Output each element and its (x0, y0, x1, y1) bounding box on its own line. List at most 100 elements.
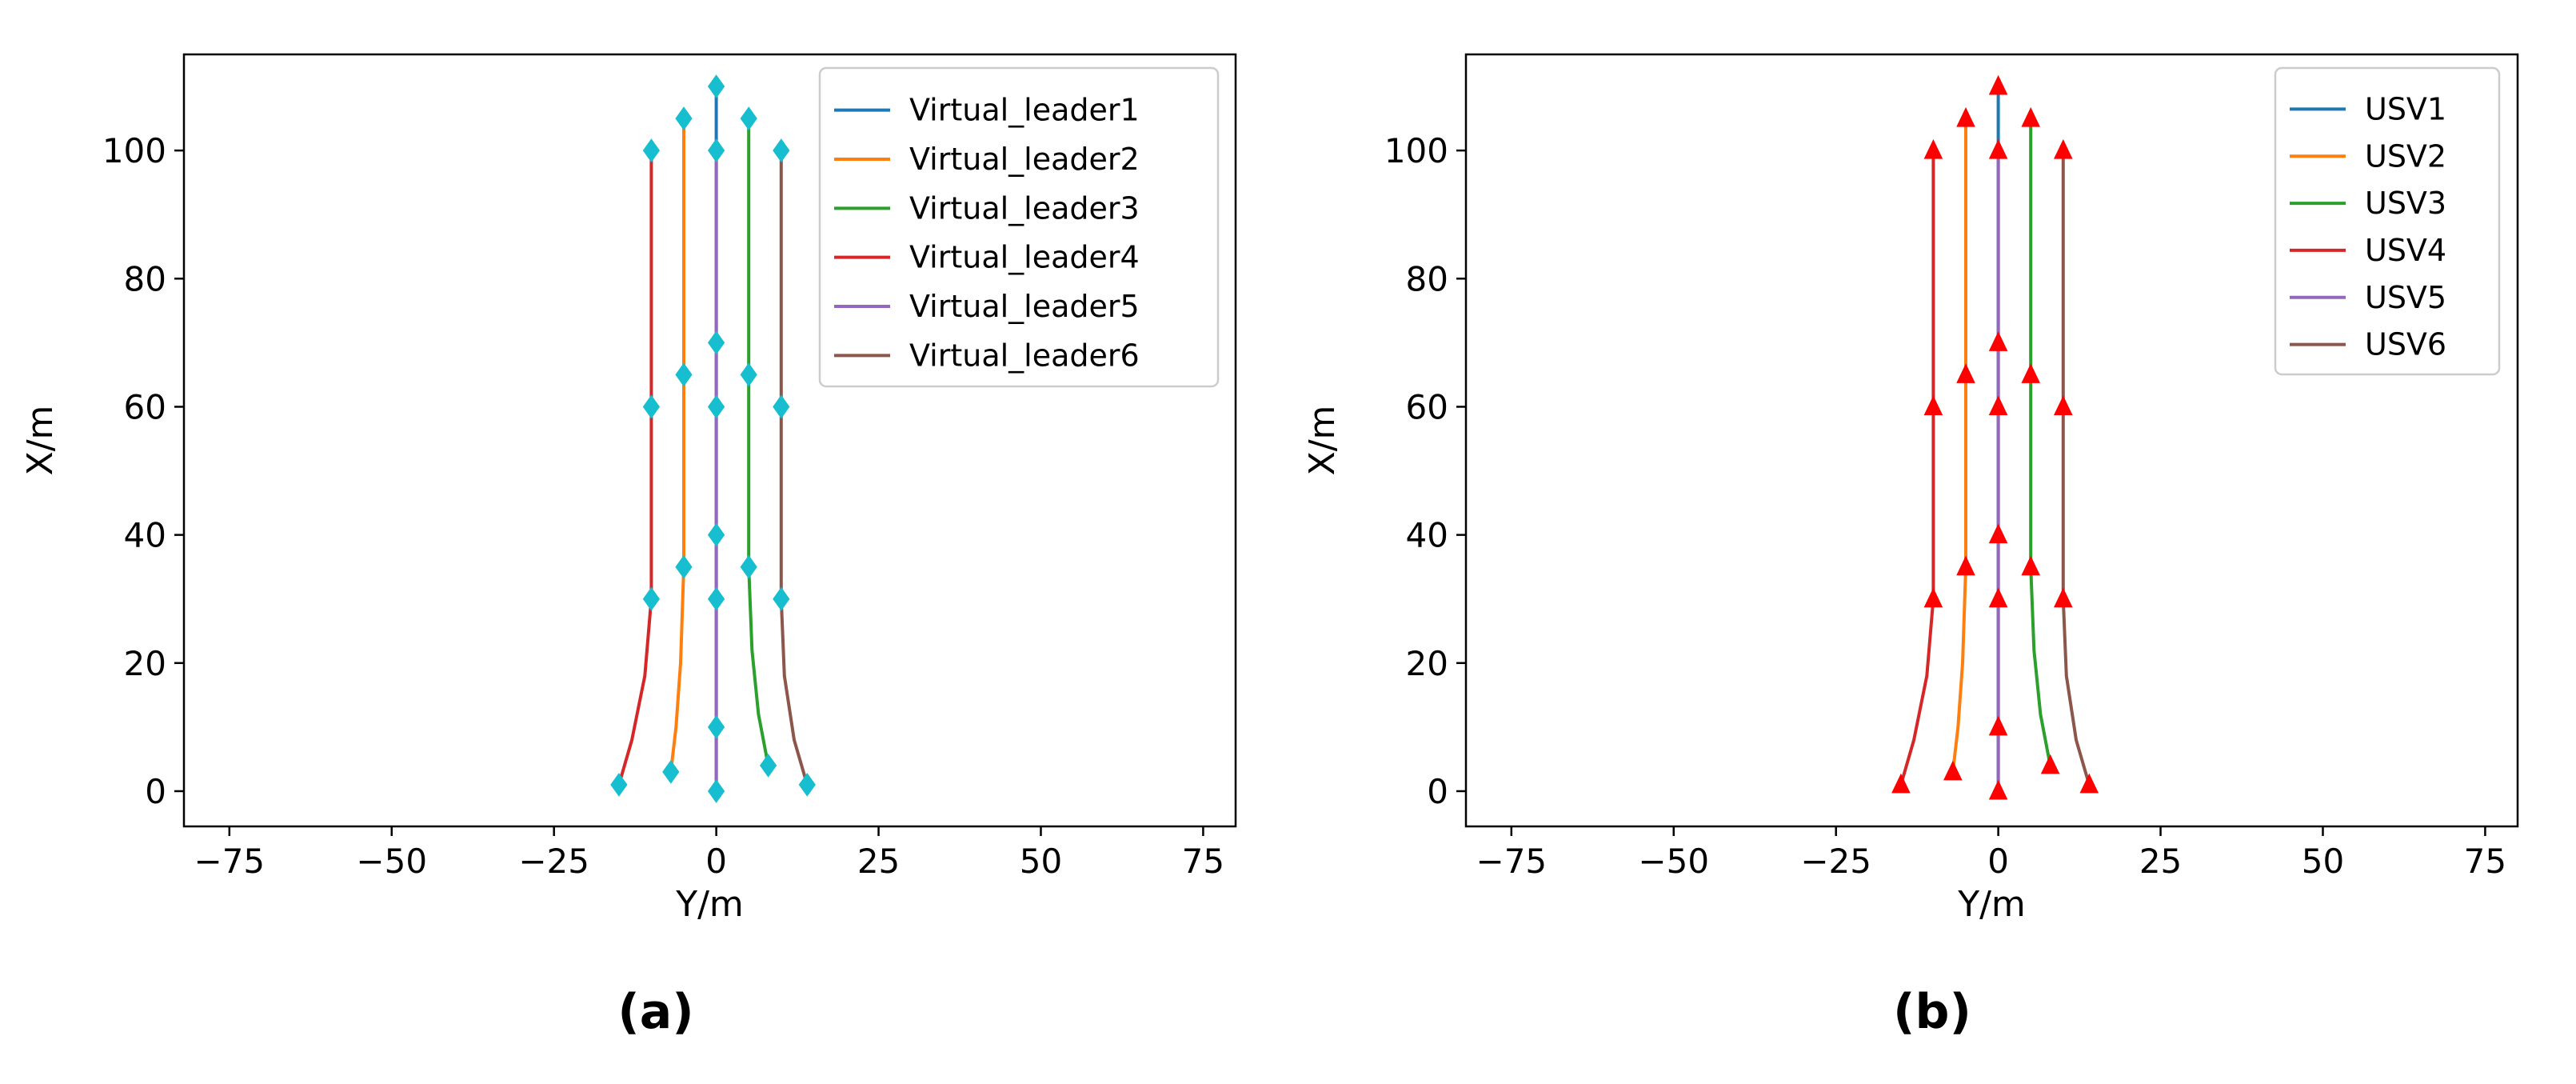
series-6-marker (2054, 138, 2073, 159)
series-5-marker (1988, 395, 2008, 415)
x-tick-label: −50 (356, 842, 427, 881)
series-line-2 (1951, 118, 1967, 773)
series-4-marker (642, 138, 661, 162)
x-axis-label: Y/m (1957, 884, 2026, 925)
series-5-marker (1988, 523, 2008, 544)
series-5-marker (707, 394, 725, 419)
x-tick-label: −25 (518, 842, 589, 881)
series-line-2 (669, 118, 685, 773)
y-tick-label: 0 (1427, 772, 1448, 811)
legend-box (818, 66, 1220, 388)
x-tick-label: 50 (1020, 842, 1062, 881)
series-4-marker (610, 773, 628, 797)
series-5-marker (707, 715, 725, 739)
series-line-4 (1899, 150, 1935, 786)
legend-label-6: USV6 (2365, 327, 2446, 362)
series-4-marker (1891, 773, 1911, 794)
series-5-marker (1988, 715, 2008, 736)
series-3-marker (2040, 754, 2060, 774)
y-tick-label: 20 (1406, 644, 1448, 683)
y-tick-label: 80 (1406, 259, 1448, 298)
y-tick-label: 40 (1406, 516, 1448, 555)
y-axis-label: X/m (1302, 406, 1343, 476)
series-4-marker (1923, 587, 1943, 608)
series-3-marker (740, 554, 757, 579)
x-tick-label: 75 (1182, 842, 1224, 881)
y-tick-label: 60 (1406, 387, 1448, 426)
series-6-marker (773, 138, 790, 162)
plot-frame (1464, 53, 2519, 828)
y-tick-label: 60 (124, 387, 166, 426)
x-tick-label: −25 (1800, 842, 1871, 881)
series-5-marker (707, 522, 725, 547)
legend-label-2: USV2 (2365, 138, 2446, 174)
y-tick-label: 0 (145, 772, 166, 811)
series-5-marker (1988, 587, 2008, 608)
x-tick-label: 0 (705, 842, 727, 881)
series-5-marker (1988, 138, 2008, 159)
legend-label-2: Virtual_leader2 (909, 142, 1140, 177)
series-line-3 (747, 118, 770, 766)
plot-frame (182, 53, 1237, 828)
x-tick-label: −50 (1638, 842, 1709, 881)
series-1-marker (1988, 74, 2008, 95)
x-tick-label: 25 (857, 842, 900, 881)
series-5-marker (707, 586, 725, 611)
y-tick-label: 20 (124, 644, 166, 683)
x-tick-label: 25 (2139, 842, 2182, 881)
series-1-marker (707, 74, 725, 98)
series-3-marker (2021, 555, 2040, 576)
y-axis-label: X/m (20, 406, 61, 476)
legend-label-4: Virtual_leader4 (909, 240, 1140, 275)
legend-label-1: Virtual_leader1 (909, 93, 1140, 128)
series-2-marker (1956, 106, 1975, 127)
series-5-marker (707, 779, 725, 803)
series-4-marker (642, 586, 661, 611)
series-3-marker (759, 754, 777, 778)
series-2-marker (675, 362, 693, 387)
legend-label-5: USV5 (2365, 280, 2446, 315)
series-2-marker (675, 554, 693, 579)
x-tick-label: 0 (1987, 842, 2009, 881)
legend-label-4: USV4 (2365, 233, 2446, 268)
series-5-marker (707, 330, 725, 355)
series-2-marker (1956, 363, 1975, 383)
y-tick-label: 40 (124, 516, 166, 555)
y-tick-label: 100 (1384, 131, 1448, 170)
series-2-marker (675, 106, 693, 130)
legend-label-1: USV1 (2365, 91, 2446, 126)
series-6-marker (2054, 395, 2073, 415)
series-2-marker (1943, 760, 1963, 781)
series-4-marker (1923, 138, 1943, 159)
series-5-marker (1988, 779, 2008, 800)
panel-caption: (a) (617, 984, 693, 1040)
series-6-marker (773, 586, 790, 611)
series-3-marker (2021, 106, 2040, 127)
series-5-marker (1988, 331, 2008, 351)
series-3-marker (740, 362, 757, 387)
x-tick-label: 50 (2302, 842, 2344, 881)
series-5-marker (707, 138, 725, 162)
series-3-marker (740, 106, 757, 130)
series-6-marker (798, 773, 816, 797)
series-6-marker (2054, 587, 2073, 608)
series-3-marker (2021, 363, 2040, 383)
legend-label-6: Virtual_leader6 (909, 338, 1140, 373)
series-4-marker (1923, 395, 1943, 415)
series-2-marker (662, 760, 680, 784)
legend-label-3: USV3 (2365, 186, 2446, 221)
chart-panel-a: −75 −50 −25 0 25 50 75 0 20 40 60 80 100 Y/m X/m Virtua… (20, 53, 1237, 1040)
y-tick-label: 80 (124, 259, 166, 298)
series-6-marker (2079, 773, 2099, 794)
x-tick-label: −75 (194, 842, 266, 881)
chart-panel-b: −75 −50 −25 0 25 50 75 0 20 40 60 80 100 Y/m X/m USV1 US… (1302, 53, 2519, 1040)
legend-label-3: Virtual_leader3 (909, 190, 1140, 226)
series-2-marker (1956, 555, 1975, 576)
x-tick-label: −75 (1476, 842, 1548, 881)
series-line-3 (2029, 118, 2052, 766)
series-line-6 (2061, 150, 2091, 786)
y-tick-label: 100 (102, 131, 166, 170)
series-line-6 (779, 150, 809, 786)
series-4-marker (642, 394, 661, 419)
